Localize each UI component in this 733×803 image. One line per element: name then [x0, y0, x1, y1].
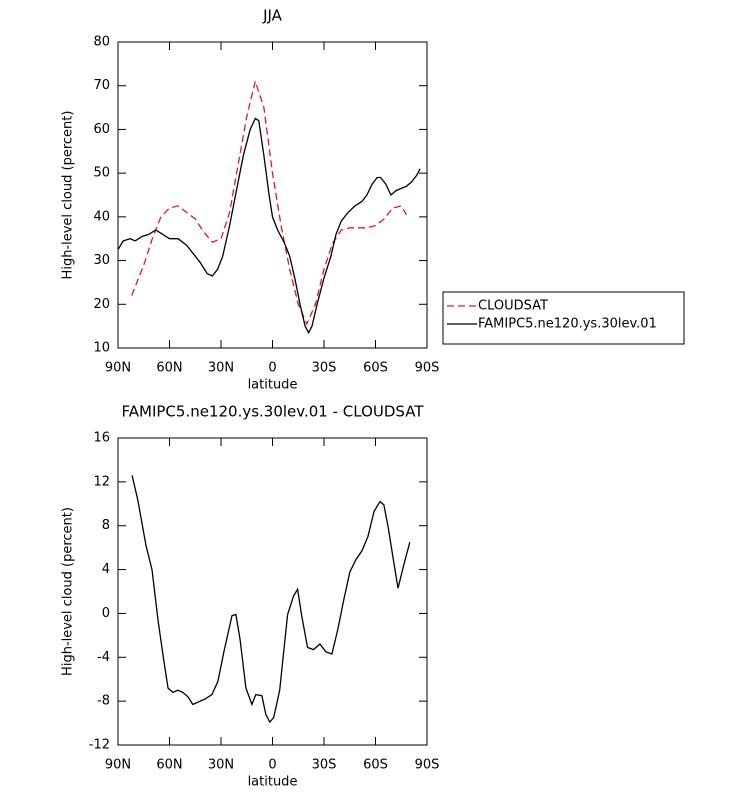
data-line: [131, 475, 411, 724]
x-tick-label: 30N: [208, 361, 234, 376]
y-tick-label: 40: [93, 209, 110, 224]
y-tick-label: 12: [93, 474, 110, 489]
y-tick-label: 0: [102, 606, 110, 621]
y-tick-label: 20: [93, 297, 110, 312]
panel: FAMIPC5.ne120.ys.30lev.01 - CLOUDSAT lati…: [61, 403, 440, 790]
y-tick-label: 70: [93, 78, 110, 93]
data-line: [131, 78, 407, 326]
x-tick-label: 90S: [415, 361, 440, 376]
x-axis-label: latitude: [248, 378, 298, 393]
data-line: [117, 117, 421, 335]
x-tick-label: 90N: [105, 361, 131, 376]
x-tick-label: 30N: [208, 758, 234, 773]
y-axis-label: High-level cloud (percent): [61, 507, 76, 676]
x-tick-label: 30S: [312, 361, 337, 376]
x-tick-label: 0: [268, 361, 276, 376]
y-tick-label: 8: [102, 518, 110, 533]
y-tick-label: -8: [97, 694, 110, 709]
x-tick-label: 60N: [156, 361, 182, 376]
y-tick-label: 4: [102, 562, 110, 577]
x-axis-label: latitude: [248, 775, 298, 790]
x-tick-label: 0: [268, 758, 276, 773]
panel: JJA latitude High-level cloud (percent) 10 2…: [61, 7, 685, 393]
legend-label: FAMIPC5.ne120.ys.30lev.01: [478, 317, 657, 332]
chart-title: JJA: [262, 7, 283, 25]
x-tick-label: 30S: [312, 758, 337, 773]
chart-title: FAMIPC5.ne120.ys.30lev.01 - CLOUDSAT: [122, 403, 425, 421]
y-tick-label: 10: [93, 341, 110, 356]
x-tick-label: 60N: [156, 758, 182, 773]
y-tick-label: -12: [89, 738, 110, 753]
x-tick-label: 60S: [363, 361, 388, 376]
y-tick-label: 50: [93, 166, 110, 181]
y-tick-label: -4: [97, 650, 110, 665]
y-axis-label: High-level cloud (percent): [61, 111, 76, 280]
x-tick-label: 90N: [105, 758, 131, 773]
y-tick-label: 60: [93, 122, 110, 137]
legend-box: [442, 291, 685, 345]
y-tick-label: 80: [93, 35, 110, 50]
x-tick-label: 90S: [415, 758, 440, 773]
y-tick-label: 16: [93, 431, 110, 446]
legend: CLOUDSAT FAMIPC5.ne120.ys.30lev.01: [442, 291, 685, 345]
x-tick-label: 60S: [363, 758, 388, 773]
y-tick-label: 30: [93, 253, 110, 268]
plot-frame: [117, 41, 428, 349]
legend-label: CLOUDSAT: [478, 299, 548, 314]
plot-frame: [117, 437, 428, 746]
